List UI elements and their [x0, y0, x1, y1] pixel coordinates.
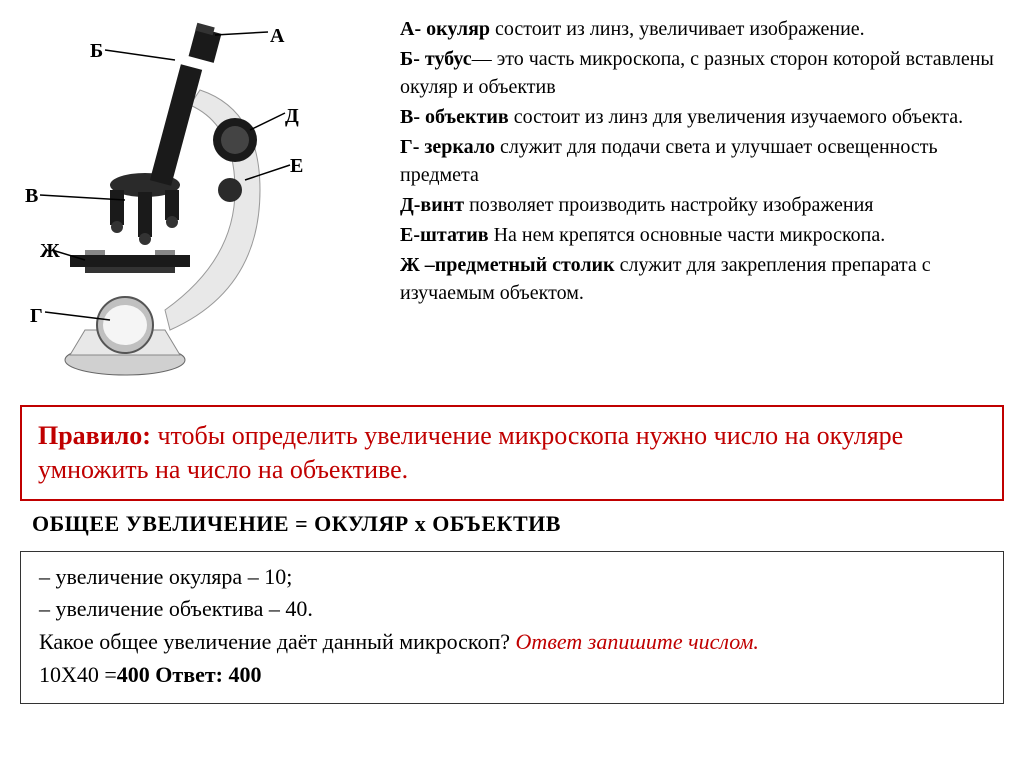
label-zh: Ж [40, 240, 60, 263]
desc-g: Г- зеркало служит для подачи света и улу… [400, 133, 1014, 189]
label-g: Г [30, 305, 43, 328]
desc-e: Е-штатив На нем крепятся основные части … [400, 221, 1014, 249]
label-d: Д [285, 105, 299, 128]
example-line1: – увеличение окуляра – 10; [39, 562, 985, 593]
example-question: Какое общее увеличение даёт данный микро… [39, 627, 985, 658]
example-answer: 10Х40 =400 Ответ: 400 [39, 660, 985, 691]
parts-descriptions: А- окуляр состоит из линз, увеличивает и… [400, 10, 1014, 390]
label-v: В [25, 185, 38, 208]
microscope-diagram: А Б В Г Д Е Ж [10, 10, 390, 390]
desc-d: Д-винт позволяет производить настройку и… [400, 191, 1014, 219]
label-a: А [270, 25, 284, 48]
desc-b: Б- тубус— это часть микроскопа, с разных… [400, 45, 1014, 101]
desc-v: В- объектив состоит из линз для увеличен… [400, 103, 1014, 131]
rule-box: Правило: чтобы определить увеличение мик… [20, 405, 1004, 501]
example-box: – увеличение окуляра – 10; – увеличение … [20, 551, 1004, 704]
desc-a: А- окуляр состоит из линз, увеличивает и… [400, 15, 1014, 43]
label-b: Б [90, 40, 103, 63]
formula: ОБЩЕЕ УВЕЛИЧЕНИЕ = ОКУЛЯР х ОБЪЕКТИВ [32, 511, 1004, 537]
label-e: Е [290, 155, 303, 178]
rule-text: Правило: чтобы определить увеличение мик… [38, 419, 986, 487]
example-line2: – увеличение объектива – 40. [39, 594, 985, 625]
desc-zh: Ж –предметный столик служит для закрепле… [400, 251, 1014, 307]
